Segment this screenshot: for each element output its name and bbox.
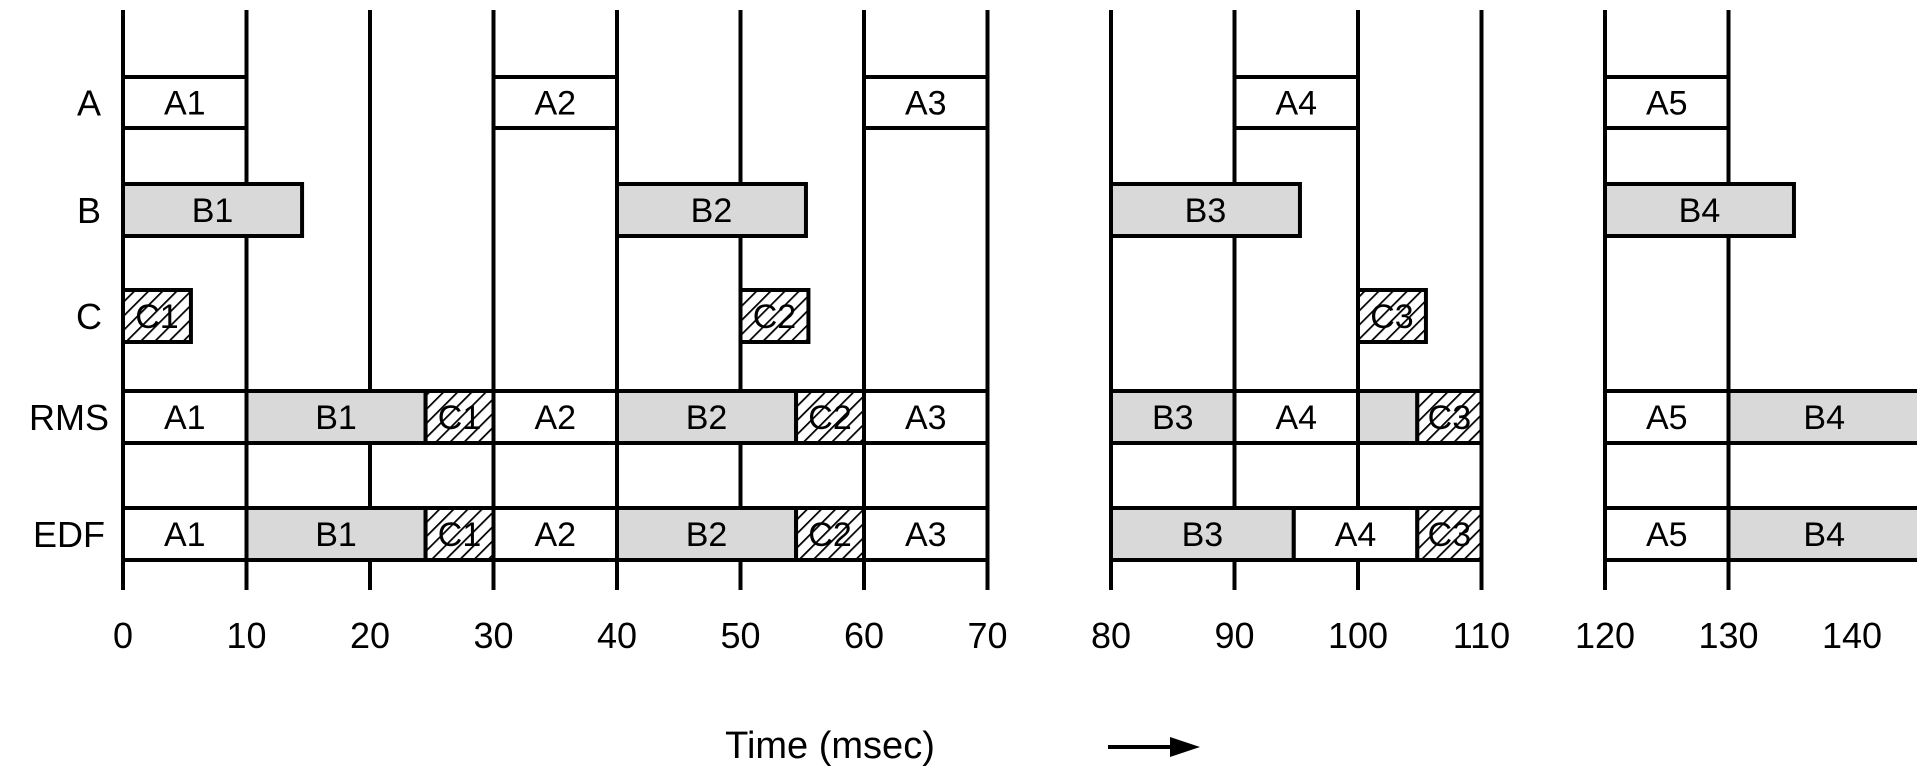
block-label: C3 xyxy=(1428,516,1471,554)
row-label-c: C xyxy=(76,296,102,337)
block-label: A4 xyxy=(1275,85,1317,123)
tick-label: 20 xyxy=(350,615,390,656)
block-label: A1 xyxy=(164,399,206,437)
block-label: C3 xyxy=(1370,298,1413,336)
tick-label: 110 xyxy=(1453,615,1510,656)
tick-label: 100 xyxy=(1328,615,1388,656)
block-label: A4 xyxy=(1335,516,1377,554)
block-label: B2 xyxy=(686,516,728,554)
block-label: B3 xyxy=(1182,516,1224,554)
block-label: A2 xyxy=(534,85,576,123)
block-label: C2 xyxy=(808,516,851,554)
tick-label: 10 xyxy=(226,615,266,656)
row-label-edf: EDF xyxy=(33,514,105,555)
row-label-rms: RMS xyxy=(29,397,109,438)
block-label: C2 xyxy=(753,298,796,336)
axis-title: Time (msec) xyxy=(725,725,935,767)
tick-label: 60 xyxy=(844,615,884,656)
tick-label: 120 xyxy=(1575,615,1635,656)
block-label: B1 xyxy=(192,192,234,230)
arrow-right-icon xyxy=(1108,737,1200,757)
tick-label: 90 xyxy=(1214,615,1254,656)
x-axis-ticks: 0 10 20 30 40 50 60 70 80 90 100 110 120 130 140 xyxy=(113,615,1882,656)
tick-label: 30 xyxy=(473,615,513,656)
block-label: A4 xyxy=(1275,399,1317,437)
tick-label: 130 xyxy=(1698,615,1758,656)
block-label: A5 xyxy=(1646,85,1688,123)
block-label: B4 xyxy=(1679,192,1721,230)
block-label: A3 xyxy=(905,399,947,437)
block-label: B3 xyxy=(1185,192,1227,230)
block-label: B1 xyxy=(315,516,357,554)
tick-label: 70 xyxy=(967,615,1007,656)
tick-label: 40 xyxy=(597,615,637,656)
tick-label: 80 xyxy=(1091,615,1131,656)
block-label: A2 xyxy=(534,399,576,437)
tick-label: 140 xyxy=(1822,615,1882,656)
block-label: A2 xyxy=(534,516,576,554)
block-label: A5 xyxy=(1646,399,1688,437)
block-label: A5 xyxy=(1646,516,1688,554)
row-label-a: A xyxy=(77,83,101,124)
block-label: A3 xyxy=(905,516,947,554)
row-label-b: B xyxy=(77,190,101,231)
block-label: B2 xyxy=(686,399,728,437)
block-label: B4 xyxy=(1803,516,1845,554)
block-label: A1 xyxy=(164,85,206,123)
block-rms-b-continued xyxy=(1358,391,1417,443)
block-label: A3 xyxy=(905,85,947,123)
schedule-blocks: A1 A2 A3 A4 A5 B1 B2 B3 B4 C1 C2 C3 A1 B1 C1 A2 B2 C2 A3 B3… xyxy=(123,77,1917,560)
block-label: B2 xyxy=(691,192,733,230)
block-label: C1 xyxy=(135,298,178,336)
block-label: C2 xyxy=(808,399,851,437)
block-label: A1 xyxy=(164,516,206,554)
block-label: C1 xyxy=(438,399,481,437)
tick-label: 50 xyxy=(720,615,760,656)
tick-label: 0 xyxy=(113,615,133,656)
block-label: C1 xyxy=(438,516,481,554)
block-label: B3 xyxy=(1152,399,1194,437)
block-label: C3 xyxy=(1428,399,1471,437)
block-label: B1 xyxy=(315,399,357,437)
block-label: B4 xyxy=(1803,399,1845,437)
row-labels: A B C RMS EDF xyxy=(29,83,109,556)
